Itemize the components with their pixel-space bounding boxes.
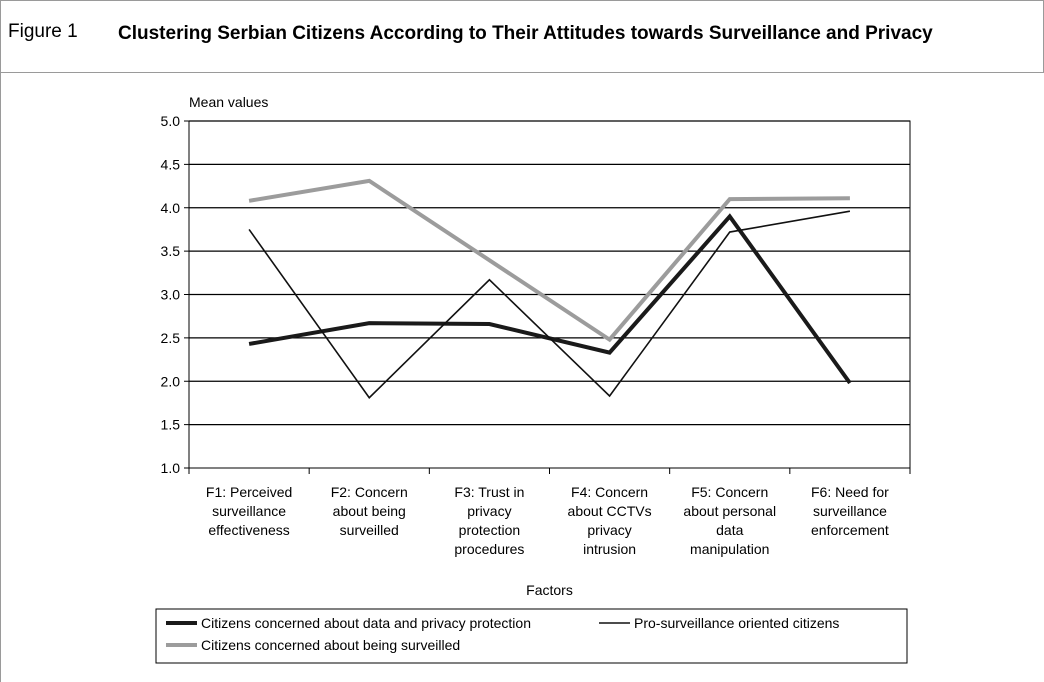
legend-label: Citizens concerned about being surveille… [201, 637, 460, 653]
line-chart: Mean values 1.0 1.5 2.0 2.5 3.0 3.5 4.0 4.5 5.0 F… [155, 94, 911, 664]
x-tick-label: F1: Perceived surveillance effectiveness [206, 484, 292, 538]
figure-title: Clustering Serbian Citizens According to… [118, 23, 933, 44]
y-tick-label: 4.5 [161, 156, 181, 172]
series-line-1 [248, 210, 851, 399]
y-tick-label: 2.0 [161, 373, 181, 389]
y-axis-label: Mean values [189, 94, 268, 110]
x-tick-label: F4: Concern about CCTVs privacy intrusion [568, 484, 652, 557]
series-line-2 [248, 178, 850, 343]
x-tick-label: F3: Trust in privacy protection procedures [454, 484, 524, 557]
legend-label: Pro-surveillance oriented citizens [634, 615, 839, 631]
x-axis-label: Factors [526, 582, 573, 598]
left-border [0, 73, 1, 682]
x-tick-label: F2: Concern about being surveilled [331, 484, 408, 538]
y-tick-label: 1.0 [161, 460, 181, 476]
figure-header: Figure 1 Clustering Serbian Citizens Acc… [0, 0, 1044, 73]
axis-ticks: 1.0 1.5 2.0 2.5 3.0 3.5 4.0 4.5 5.0 F1: Perceived… [161, 113, 911, 557]
y-tick-label: 4.0 [161, 200, 181, 216]
gridlines [189, 120, 910, 426]
y-tick-label: 2.5 [161, 330, 181, 346]
y-tick-label: 3.5 [161, 243, 181, 259]
x-tick-label: F6: Need for surveillance enforcement [811, 484, 889, 538]
legend: Citizens concerned about data and privac… [155, 608, 908, 664]
figure-label: Figure 1 [8, 21, 78, 42]
y-tick-label: 1.5 [161, 417, 181, 433]
y-tick-label: 5.0 [161, 113, 181, 129]
y-tick-label: 3.0 [161, 287, 181, 303]
legend-box [155, 608, 908, 664]
legend-label: Citizens concerned about data and privac… [201, 615, 531, 631]
x-tick-label: F5: Concern about personal data manipulatio… [683, 484, 776, 557]
series-lines [248, 178, 852, 399]
